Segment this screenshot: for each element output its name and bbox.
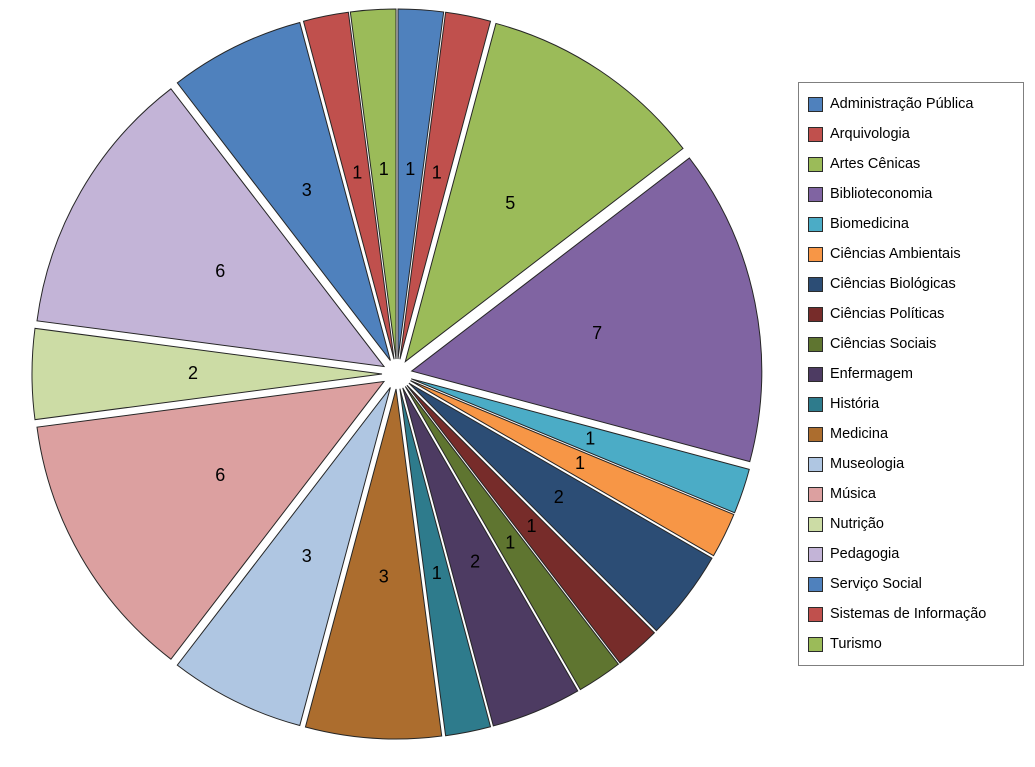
slice-value-label: 1: [575, 453, 585, 473]
legend-label: Enfermagem: [830, 366, 914, 382]
pie-slice[interactable]: [410, 157, 763, 463]
pie-slice[interactable]: [397, 8, 445, 360]
legend-label: Turismo: [830, 636, 882, 652]
slice-value-label: 7: [592, 323, 602, 343]
legend-label: Serviço Social: [830, 576, 922, 592]
legend-item[interactable]: Ciências Biológicas: [808, 269, 1018, 299]
slice-value-label: 3: [379, 566, 389, 586]
pie-slice[interactable]: [402, 387, 579, 727]
legend-swatch: [808, 126, 823, 142]
slice-value-label: 2: [554, 487, 564, 507]
legend-label: Ciências Políticas: [830, 306, 945, 322]
legend-swatch: [808, 186, 823, 202]
pie-slice[interactable]: [349, 8, 397, 360]
pie-slice[interactable]: [404, 386, 620, 691]
pie-slice[interactable]: [304, 388, 443, 740]
slice-value-label: 1: [405, 159, 415, 179]
legend-swatch: [808, 576, 823, 592]
legend-item[interactable]: Biblioteconomia: [808, 179, 1018, 209]
pie-slice[interactable]: [176, 387, 391, 727]
legend-swatch: [808, 486, 823, 502]
pie-slice[interactable]: [408, 382, 713, 632]
pie-slice[interactable]: [36, 88, 386, 368]
slice-value-label: 1: [352, 163, 362, 183]
legend-swatch: [808, 396, 823, 412]
chart-legend: Administração Pública Arquivologia Artes C…: [798, 82, 1024, 666]
legend-item[interactable]: Enfermagem: [808, 359, 1018, 389]
legend-item[interactable]: Artes Cênicas: [808, 149, 1018, 179]
slice-value-label: 3: [302, 180, 312, 200]
legend-swatch: [808, 426, 823, 442]
pie-slice[interactable]: [411, 378, 750, 514]
legend-item[interactable]: Serviço Social: [808, 569, 1018, 599]
legend-swatch: [808, 546, 823, 562]
legend-label: História: [830, 396, 880, 412]
legend-item[interactable]: Ciências Políticas: [808, 299, 1018, 329]
legend-item[interactable]: Nutrição: [808, 509, 1018, 539]
slice-value-label: 1: [505, 532, 515, 552]
legend-item[interactable]: Administração Pública: [808, 89, 1018, 119]
pie-slice[interactable]: [399, 388, 492, 737]
legend-item[interactable]: Medicina: [808, 419, 1018, 449]
legend-swatch: [808, 246, 823, 262]
legend-label: Biblioteconomia: [830, 186, 933, 202]
legend-item[interactable]: Arquivologia: [808, 119, 1018, 149]
slice-value-label: 3: [302, 546, 312, 566]
slice-value-label: 1: [585, 428, 595, 448]
slice-value-label: 6: [215, 261, 225, 281]
legend-label: Música: [830, 486, 876, 502]
slice-value-label: 1: [432, 163, 442, 183]
legend-item[interactable]: Música: [808, 479, 1018, 509]
pie-slice[interactable]: [302, 11, 395, 360]
legend-item[interactable]: Museologia: [808, 449, 1018, 479]
legend-label: Museologia: [830, 456, 905, 472]
slice-value-label: 2: [188, 363, 198, 383]
legend-item[interactable]: Ciências Ambientais: [808, 239, 1018, 269]
legend-label: Arquivologia: [830, 126, 910, 142]
legend-label: Pedagogia: [830, 546, 900, 562]
legend-item[interactable]: Sistemas de Informação: [808, 599, 1018, 629]
legend-item[interactable]: História: [808, 389, 1018, 419]
legend-swatch: [808, 306, 823, 322]
legend-label: Artes Cênicas: [830, 156, 921, 172]
pie-slice[interactable]: [176, 21, 391, 361]
legend-label: Ciências Biológicas: [830, 276, 956, 292]
pie-slice[interactable]: [404, 22, 684, 363]
pie-slice[interactable]: [399, 11, 492, 360]
legend-label: Nutrição: [830, 516, 884, 532]
slice-value-label: 5: [505, 193, 515, 213]
pie-slice[interactable]: [406, 384, 656, 664]
legend-item[interactable]: Pedagogia: [808, 539, 1018, 569]
legend-label: Administração Pública: [830, 96, 974, 112]
legend-label: Sistemas de Informação: [830, 606, 987, 622]
legend-label: Medicina: [830, 426, 889, 442]
legend-label: Ciências Sociais: [830, 336, 937, 352]
pie-slice[interactable]: [410, 380, 735, 557]
slice-value-label: 1: [526, 516, 536, 536]
legend-item[interactable]: Biomedicina: [808, 209, 1018, 239]
legend-swatch: [808, 336, 823, 352]
legend-swatch: [808, 636, 823, 652]
legend-swatch: [808, 156, 823, 172]
slice-value-label: 1: [379, 159, 389, 179]
slice-value-label: 6: [215, 465, 225, 485]
legend-label: Ciências Ambientais: [830, 246, 961, 262]
legend-swatch: [808, 96, 823, 112]
slice-value-label: 1: [432, 563, 442, 583]
legend-label: Biomedicina: [830, 216, 909, 232]
legend-item[interactable]: Ciências Sociais: [808, 329, 1018, 359]
legend-swatch: [808, 276, 823, 292]
pie-slice[interactable]: [36, 380, 386, 660]
legend-swatch: [808, 606, 823, 622]
slice-value-label: 2: [470, 551, 480, 571]
legend-swatch: [808, 366, 823, 382]
legend-swatch: [808, 456, 823, 472]
legend-item[interactable]: Turismo: [808, 629, 1018, 659]
pie-slice[interactable]: [31, 327, 383, 421]
legend-swatch: [808, 216, 823, 232]
legend-swatch: [808, 516, 823, 532]
